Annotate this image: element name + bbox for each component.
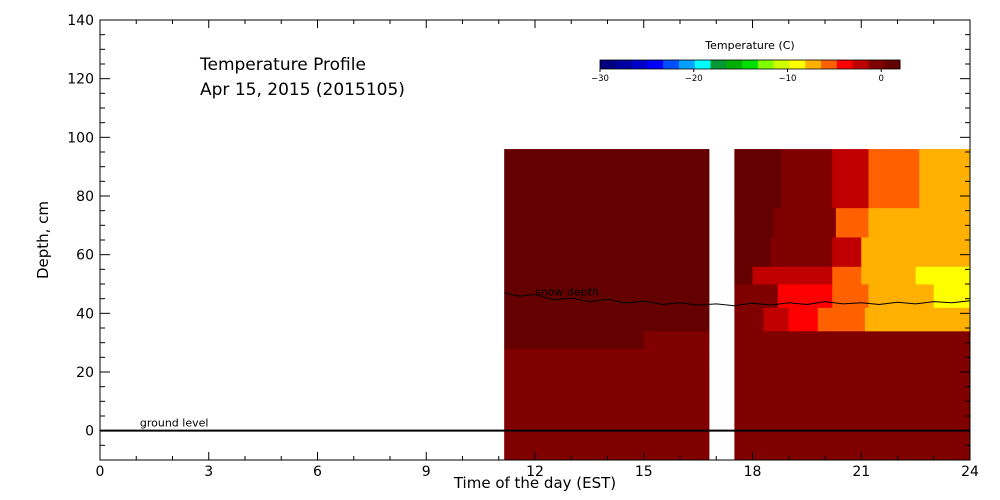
y-axis-label: Depth, cm [34, 201, 52, 279]
colorbar-ticks: −30 −20 −10 0 [591, 69, 884, 84]
colorbar-swatch [821, 60, 838, 69]
y-tick-label: 40 [76, 306, 94, 322]
heatmap-cell [832, 284, 869, 308]
x-tick-label: 24 [961, 464, 979, 480]
heatmap-cell [734, 149, 782, 209]
heatmap-cell [868, 207, 927, 238]
colorbar-swatch [663, 60, 680, 69]
colorbar-tick-label: −10 [779, 74, 797, 84]
heatmap-cell [835, 207, 869, 238]
colorbar-frame [599, 59, 901, 70]
axis-ticks: 0 3 6 9 12 15 18 21 24 0 20 40 60 80 100 120 140 [67, 13, 979, 480]
x-tick-label: 6 [313, 464, 322, 480]
heatmap-cell [864, 307, 971, 332]
colorbar-swatch [678, 60, 696, 69]
heatmap-cell [734, 266, 753, 285]
heatmap-cell [504, 330, 645, 349]
colorbar-swatch [805, 60, 822, 69]
colorbar-swatch [726, 60, 743, 69]
heatmap-cell [774, 207, 837, 238]
heatmap-cell [777, 284, 833, 308]
heatmap-cell [770, 237, 833, 267]
heatmap-cell [832, 237, 862, 267]
x-tick-label: 21 [852, 464, 870, 480]
colorbar-swatch [600, 60, 617, 69]
heatmap-cell [868, 284, 935, 308]
ground-level-label: ground level [140, 416, 209, 429]
y-tick-label: 20 [76, 365, 94, 381]
x-tick-label: 0 [96, 464, 105, 480]
colorbar-swatch [615, 60, 633, 69]
heatmap-cell [861, 237, 917, 267]
colorbar-swatch [868, 60, 885, 69]
heatmap-cell [734, 207, 775, 238]
colorbar-swatch [742, 60, 759, 69]
heatmap-cell [788, 266, 833, 285]
heatmap-cell [788, 307, 819, 332]
x-tick-label: 18 [744, 464, 762, 480]
heatmap-cell [759, 284, 779, 308]
heatmap-cell [620, 348, 710, 367]
y-tick-label: 120 [67, 72, 94, 88]
heatmap-cell [504, 348, 621, 367]
chart-title: Temperature Profile [199, 55, 366, 75]
colorbar-tick-label: 0 [879, 74, 884, 84]
heatmap-cell [734, 237, 772, 267]
x-tick-label: 12 [526, 464, 544, 480]
heatmap-cell [734, 307, 764, 332]
heatmap-cell [817, 307, 866, 332]
colorbar-swatch [631, 60, 648, 69]
colorbar-swatch [757, 60, 775, 69]
overlay-lines: ground level snow depth [100, 286, 971, 432]
heatmap-cells [504, 149, 971, 461]
heatmap-cell [933, 284, 971, 308]
heatmap-cell [926, 207, 971, 238]
colorbar-swatch [852, 60, 869, 69]
colorbar-swatch [773, 60, 790, 69]
x-tick-label: 15 [635, 464, 653, 480]
colorbar-tick-label: −20 [685, 74, 703, 84]
x-tick-label: 9 [422, 464, 431, 480]
heatmap-cell [861, 266, 917, 285]
heatmap-cell [752, 266, 790, 285]
colorbar-swatch [884, 60, 901, 69]
heatmap-cell [832, 266, 862, 285]
colorbar-title: Temperature (C) [704, 39, 794, 52]
y-tick-label: 0 [85, 424, 94, 440]
heatmap-cell [643, 330, 710, 349]
y-tick-label: 100 [67, 130, 94, 146]
heatmap-cell [763, 307, 790, 332]
y-tick-label: 60 [76, 248, 94, 264]
snow-depth-label: snow depth [535, 286, 599, 299]
y-tick-label: 140 [67, 13, 94, 29]
colorbar-swatch [710, 60, 727, 69]
colorbar-swatch [647, 60, 664, 69]
colorbar-swatch [836, 60, 854, 69]
colorbar: Temperature (C) −30 −20 −10 0 [591, 39, 901, 84]
chart-subtitle: Apr 15, 2015 (2015105) [200, 80, 405, 100]
heatmap-cell [832, 149, 869, 209]
snow-depth-line [504, 292, 971, 307]
x-axis-label: Time of the day (EST) [453, 474, 616, 492]
heatmap-cell [734, 284, 761, 308]
colorbar-swatch [694, 60, 712, 69]
heatmap-cell [504, 366, 710, 461]
y-tick-label: 80 [76, 189, 94, 205]
x-tick-label: 3 [204, 464, 213, 480]
heatmap-cell [504, 149, 710, 332]
heatmap-cell [734, 330, 971, 461]
heatmap-cell [919, 149, 971, 209]
colorbar-swatch [789, 60, 806, 69]
colorbar-swatches [599, 59, 901, 70]
heatmap-cell [915, 266, 971, 285]
heatmap-cell [868, 149, 920, 209]
colorbar-tick-label: −30 [591, 74, 609, 84]
heatmap-cell [915, 237, 971, 267]
heatmap-cell [781, 149, 833, 209]
